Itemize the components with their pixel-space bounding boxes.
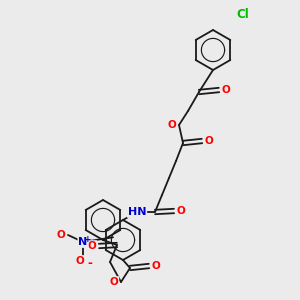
Text: +: + (84, 235, 92, 244)
Text: HN: HN (128, 207, 146, 217)
Text: O: O (110, 277, 118, 287)
Text: O: O (168, 120, 176, 130)
Text: O: O (88, 241, 96, 251)
Text: O: O (152, 261, 160, 271)
Text: O: O (205, 136, 213, 146)
Text: N: N (78, 237, 88, 247)
Text: -: - (88, 256, 92, 269)
Text: Cl: Cl (237, 8, 249, 20)
Text: O: O (222, 85, 230, 95)
Text: O: O (57, 230, 65, 240)
Text: O: O (177, 206, 185, 216)
Text: O: O (76, 256, 84, 266)
